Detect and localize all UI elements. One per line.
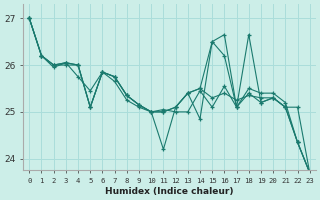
X-axis label: Humidex (Indice chaleur): Humidex (Indice chaleur)	[105, 187, 234, 196]
